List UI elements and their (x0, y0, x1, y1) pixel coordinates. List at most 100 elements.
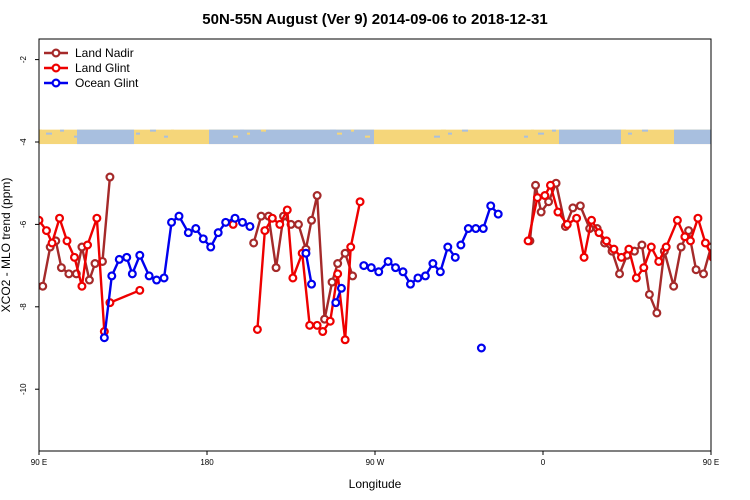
legend-label: Land Nadir (75, 46, 134, 60)
data-point (523, 236, 533, 246)
data-point (267, 213, 277, 223)
data-point (327, 277, 337, 287)
data-point (420, 271, 430, 281)
data-point (745, 273, 750, 280)
data-point (732, 215, 739, 222)
data-point (252, 324, 262, 334)
map-strip-detail (330, 129, 336, 132)
data-point (152, 275, 162, 285)
data-point (413, 273, 423, 283)
data-point (680, 232, 690, 242)
map-strip-detail (164, 135, 168, 138)
legend-marker (51, 48, 61, 58)
map-strip-detail (642, 129, 648, 132)
data-point (245, 221, 255, 231)
series-layer (39, 172, 750, 353)
map-strip-detail (150, 129, 156, 132)
data-point (39, 215, 44, 225)
y-tick-label: -10 (19, 383, 28, 395)
data-point (288, 273, 298, 283)
map-strip-detail (67, 132, 70, 135)
map-strip-detail (143, 135, 146, 138)
data-point (159, 273, 169, 283)
data-point (493, 209, 503, 219)
data-point (127, 269, 137, 279)
map-strip-detail (261, 129, 266, 132)
map-strip-ocean (209, 129, 374, 145)
data-point (340, 335, 350, 345)
map-strip-detail (455, 135, 458, 138)
data-point (307, 215, 317, 225)
data-point (737, 174, 744, 181)
map-strip-detail (649, 132, 654, 135)
data-point (476, 343, 486, 353)
data-point (374, 267, 384, 277)
data-point (545, 180, 555, 190)
data-point (691, 265, 701, 275)
series-line (363, 245, 457, 286)
data-point (293, 219, 303, 229)
map-strip-detail (39, 129, 42, 132)
map-strip-detail (552, 129, 556, 132)
data-point (213, 228, 223, 238)
data-point (167, 217, 177, 227)
data-point (114, 254, 124, 264)
data-point (355, 197, 365, 207)
x-axis: 90 E 180 90 W 0 90 E (31, 451, 719, 467)
data-point (553, 207, 563, 217)
data-point (435, 267, 445, 277)
map-strip-detail (621, 129, 626, 132)
data-point (325, 316, 335, 326)
data-point (568, 203, 578, 213)
y-axis-label: XCO2 - MLO trend (ppm) (0, 178, 13, 313)
legend-label: Land Glint (75, 61, 130, 75)
data-point (122, 252, 132, 262)
data-point (478, 224, 488, 234)
data-point (237, 217, 247, 227)
data-point (708, 253, 711, 262)
map-strip-detail (524, 135, 528, 138)
map-strip-detail (441, 129, 446, 132)
data-point (333, 269, 343, 279)
map-strip-detail (74, 135, 80, 138)
data-point (486, 201, 496, 211)
data-point (366, 263, 376, 273)
data-point (346, 242, 356, 252)
map-strip-detail (448, 132, 452, 135)
data-point (428, 259, 438, 269)
map-strip-ocean (559, 129, 621, 145)
data-point (275, 219, 285, 229)
map-strip-detail (635, 135, 638, 138)
data-point (693, 213, 703, 223)
data-point (69, 252, 79, 262)
series-line (103, 214, 251, 338)
data-point (183, 228, 193, 238)
data-point (307, 279, 317, 289)
map-strip-ocean (674, 129, 711, 145)
data-point (359, 261, 369, 271)
x-tick-label: 90 W (366, 458, 385, 467)
data-point (669, 281, 679, 291)
map-strip-detail (240, 129, 244, 132)
data-point (615, 269, 625, 279)
data-point (64, 269, 74, 279)
map-strip-detail (233, 135, 238, 138)
x-tick-label: 180 (200, 458, 214, 467)
map-strip-detail (268, 132, 272, 135)
data-point (77, 281, 87, 291)
data-point (544, 197, 554, 207)
map-strip-detail (254, 135, 260, 138)
map-strip-detail (136, 132, 140, 135)
map-strip-detail (538, 132, 544, 135)
data-point (56, 263, 66, 273)
data-point (700, 238, 710, 248)
data-point (340, 248, 350, 258)
data-point (47, 238, 57, 248)
data-point (646, 242, 656, 252)
data-point (450, 252, 460, 262)
x-tick-label: 90 E (31, 458, 47, 467)
series-2 (99, 201, 750, 353)
map-strip-detail (171, 129, 174, 132)
data-point (531, 180, 541, 190)
map-strip-detail (434, 135, 440, 138)
